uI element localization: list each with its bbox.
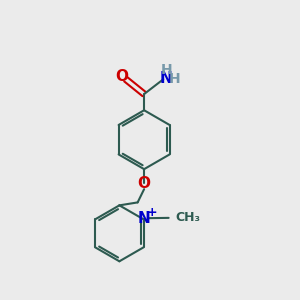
Text: O: O (138, 176, 151, 191)
Text: CH₃: CH₃ (175, 212, 200, 224)
Text: N: N (160, 71, 172, 86)
Text: O: O (115, 70, 128, 85)
Text: H: H (160, 63, 172, 77)
Text: H: H (169, 72, 181, 86)
Text: N: N (138, 211, 151, 226)
Text: +: + (147, 206, 158, 219)
